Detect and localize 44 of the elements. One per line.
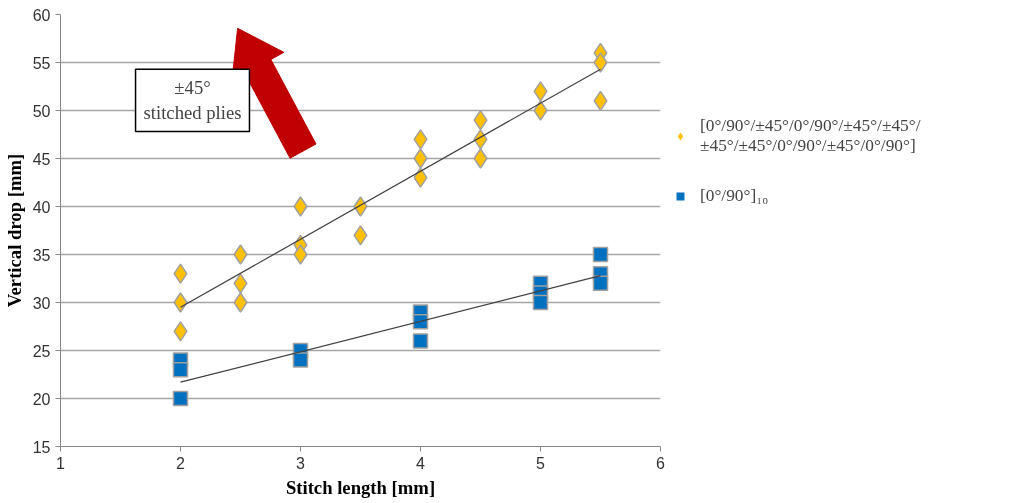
point [353,225,368,246]
point [293,196,308,217]
point [532,294,549,311]
annotation: ±45° stitched plies [143,77,242,124]
y-tick-label: 15 [32,438,51,456]
point [592,246,609,263]
point [413,129,428,150]
point [173,263,188,284]
y-tick-label: 45 [32,150,51,168]
x-tick-label: 3 [296,454,306,472]
point [233,273,248,294]
y-tick-label: 30 [32,294,51,312]
point [533,81,548,102]
point [412,333,429,349]
point [293,244,308,265]
point [413,148,428,169]
x-tick-label: 4 [416,454,426,472]
point [173,292,188,313]
point [233,292,248,313]
point [413,167,428,188]
point [292,352,309,368]
x-tick-label: 5 [536,454,546,472]
y-tick-label: 40 [32,198,51,216]
y-tick-label: 50 [32,102,51,120]
point [533,100,548,121]
legend-label: [0°/90°]₁₀ [700,186,769,206]
point [172,361,189,378]
x-axis-title: Stitch length [mm] [285,476,436,498]
legend-label: [0°/90°/±45°/0°/90°/±45°/±45°/±45°/±45°/0°/90°/±45°/0°/90°] [700,116,921,156]
y-axis-title: Vertical drop [mm] [3,153,25,308]
x-tick-label: 6 [656,454,666,472]
y-tick-label: 35 [32,246,51,264]
x-tick-label: 2 [176,454,186,472]
point [473,148,488,169]
point [593,52,608,73]
point [173,321,188,342]
y-tick-label: 60 [32,6,51,24]
y-tick-label: 55 [32,54,51,72]
x-tick-label: 1 [56,454,66,472]
y-tick-label: 25 [32,342,51,360]
point [233,244,248,265]
point [172,390,189,407]
y-tick-label: 20 [32,390,51,408]
point [592,275,609,292]
